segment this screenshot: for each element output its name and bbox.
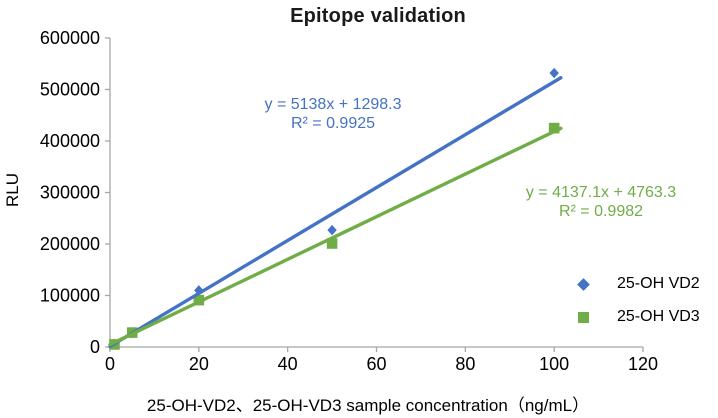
x-tick-label: 40 xyxy=(278,354,298,374)
y-tick-label: 200000 xyxy=(40,234,100,254)
legend-marker-cell xyxy=(572,277,617,291)
x-tick-label: 120 xyxy=(628,354,658,374)
trendline xyxy=(108,76,563,349)
legend-label-vd2: 25-OH VD2 xyxy=(617,275,700,292)
y-tick-label: 400000 xyxy=(40,131,100,151)
legend-label-vd3: 25-OH VD3 xyxy=(617,308,700,325)
data-point-diamond xyxy=(327,224,337,236)
y-tick-label: 300000 xyxy=(40,183,100,203)
y-tick-label: 100000 xyxy=(40,286,100,306)
y-axis-title: RLU xyxy=(3,172,22,208)
trendline-equation-vd2: y = 5138x + 1298.3 xyxy=(264,96,402,113)
data-point-square xyxy=(326,238,338,249)
trendline-equation-vd3: y = 4137.1x + 4763.3 xyxy=(525,184,677,201)
x-tick-label: 80 xyxy=(455,354,475,374)
y-tick-label: 600000 xyxy=(40,28,100,48)
r-squared-vd3: R² = 0.9982 xyxy=(558,203,644,220)
x-tick-label: 60 xyxy=(366,354,386,374)
square-marker-icon xyxy=(578,311,589,323)
trendline-annotation-vd2: y = 5138x + 1298.3 R² = 0.9925 xyxy=(265,95,402,133)
diamond-marker-icon xyxy=(577,277,590,291)
trendline xyxy=(108,126,563,347)
x-tick-label: 100 xyxy=(539,354,569,374)
x-axis-title: 25-OH-VD2、25-OH-VD3 sample concentration… xyxy=(146,396,590,415)
legend-marker-cell xyxy=(572,311,617,323)
legend: 25-OH VD2 25-OH VD3 xyxy=(572,274,700,327)
y-tick-label: 500000 xyxy=(40,80,100,100)
data-point-diamond xyxy=(549,67,559,79)
data-point-square xyxy=(548,122,560,134)
x-tick-label: 0 xyxy=(105,354,115,374)
x-tick-label: 20 xyxy=(189,354,209,374)
trendline-annotation-vd3: y = 4137.1x + 4763.3 R² = 0.9982 xyxy=(526,183,676,221)
chart-title: Epitope validation xyxy=(290,5,466,27)
y-tick-label: 0 xyxy=(90,337,100,357)
legend-item-vd3: 25-OH VD3 xyxy=(572,307,700,327)
r-squared-vd2: R² = 0.9925 xyxy=(290,115,376,132)
legend-item-vd2: 25-OH VD2 xyxy=(572,274,700,294)
